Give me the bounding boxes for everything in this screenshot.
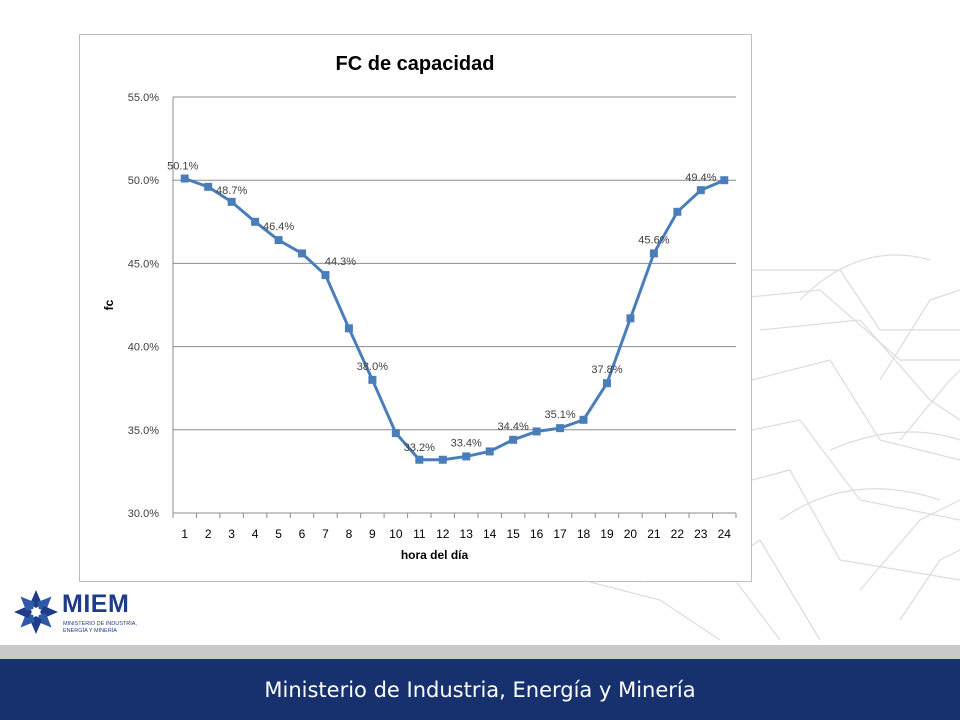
data-point	[673, 207, 682, 216]
y-tick-label: 35.0%	[128, 425, 159, 437]
data-point	[274, 236, 283, 245]
data-point	[509, 435, 518, 444]
x-tick-label: 8	[346, 527, 353, 541]
x-tick-label: 7	[322, 527, 329, 541]
y-tick-label: 45.0%	[128, 258, 159, 270]
miem-logo: MIEM MINISTERIO DE INDUSTRIA, ENERGÍA Y …	[12, 588, 152, 638]
data-label: 48.7%	[216, 185, 247, 197]
chart-frame	[79, 34, 752, 582]
chart-title: FC de capacidad	[336, 53, 495, 75]
data-label: 49.4%	[685, 172, 716, 184]
y-tick-label: 30.0%	[128, 508, 159, 520]
data-point	[344, 324, 353, 333]
y-axis-label: fc	[102, 299, 116, 310]
y-tick-label: 55.0%	[128, 92, 159, 104]
x-tick-label: 22	[671, 527, 685, 541]
data-label: 35.1%	[544, 409, 575, 421]
x-tick-label: 15	[506, 527, 520, 541]
data-point	[415, 455, 424, 464]
data-point	[532, 427, 541, 436]
data-label: 33.4%	[451, 437, 482, 449]
data-point	[626, 314, 635, 323]
data-point	[462, 452, 471, 461]
data-point	[579, 415, 588, 424]
logo-subtitle-line2: ENERGÍA Y MINERÍA	[63, 628, 117, 634]
data-point	[298, 249, 307, 258]
x-tick-label: 17	[553, 527, 567, 541]
data-label: 34.4%	[498, 421, 529, 433]
data-label: 46.4%	[263, 221, 294, 233]
footer-text: Ministerio de Industria, Energía y Miner…	[264, 677, 696, 702]
line-chart: FC de capacidad 30.0% 35.0% 40.0% 45.0% 50.0%…	[102, 53, 737, 562]
x-tick-label: 16	[530, 527, 544, 541]
data-point	[251, 217, 260, 226]
logo-name: MIEM	[62, 590, 130, 618]
data-label: 44.3%	[325, 256, 356, 268]
data-point	[321, 271, 330, 280]
data-point	[204, 182, 213, 191]
data-point	[696, 186, 705, 195]
data-label: 33.2%	[404, 442, 435, 454]
x-tick-label: 19	[600, 527, 614, 541]
data-point	[485, 447, 494, 456]
x-tick-label: 20	[624, 527, 638, 541]
logo-subtitle-line1: MINISTERIO DE INDUSTRIA,	[63, 621, 137, 627]
data-label: 37.8%	[591, 364, 622, 376]
data-point	[368, 375, 377, 384]
x-tick-label: 24	[718, 527, 732, 541]
gray-divider-band	[0, 645, 960, 659]
data-point	[391, 429, 400, 438]
x-tick-label: 18	[577, 527, 591, 541]
data-label: 50.1%	[167, 161, 198, 173]
y-tick-label: 40.0%	[128, 342, 159, 354]
y-tick-label: 50.0%	[128, 175, 159, 187]
x-tick-label: 4	[252, 527, 259, 541]
footer-bar	[0, 659, 960, 720]
x-tick-label: 23	[694, 527, 708, 541]
x-tick-label: 2	[205, 527, 212, 541]
x-tick-label: 10	[389, 527, 403, 541]
x-tick-label: 21	[647, 527, 661, 541]
data-point	[438, 455, 447, 464]
data-label: 38.0%	[357, 361, 388, 373]
x-tick-label: 5	[275, 527, 282, 541]
x-tick-label: 12	[436, 527, 450, 541]
data-label: 45.6%	[638, 234, 669, 246]
data-point	[180, 174, 189, 183]
data-point	[602, 379, 611, 388]
x-tick-label: 13	[460, 527, 474, 541]
data-point	[227, 197, 236, 206]
x-tick-label: 14	[483, 527, 497, 541]
x-tick-label: 6	[299, 527, 306, 541]
x-tick-label: 9	[369, 527, 376, 541]
data-point	[649, 249, 658, 258]
data-point	[720, 176, 729, 185]
star-logo-icon	[14, 590, 58, 634]
x-axis-label: hora del día	[401, 548, 469, 562]
x-tick-label: 3	[228, 527, 235, 541]
data-point	[556, 424, 565, 433]
x-tick-label: 1	[181, 527, 188, 541]
x-tick-label: 11	[413, 527, 426, 541]
